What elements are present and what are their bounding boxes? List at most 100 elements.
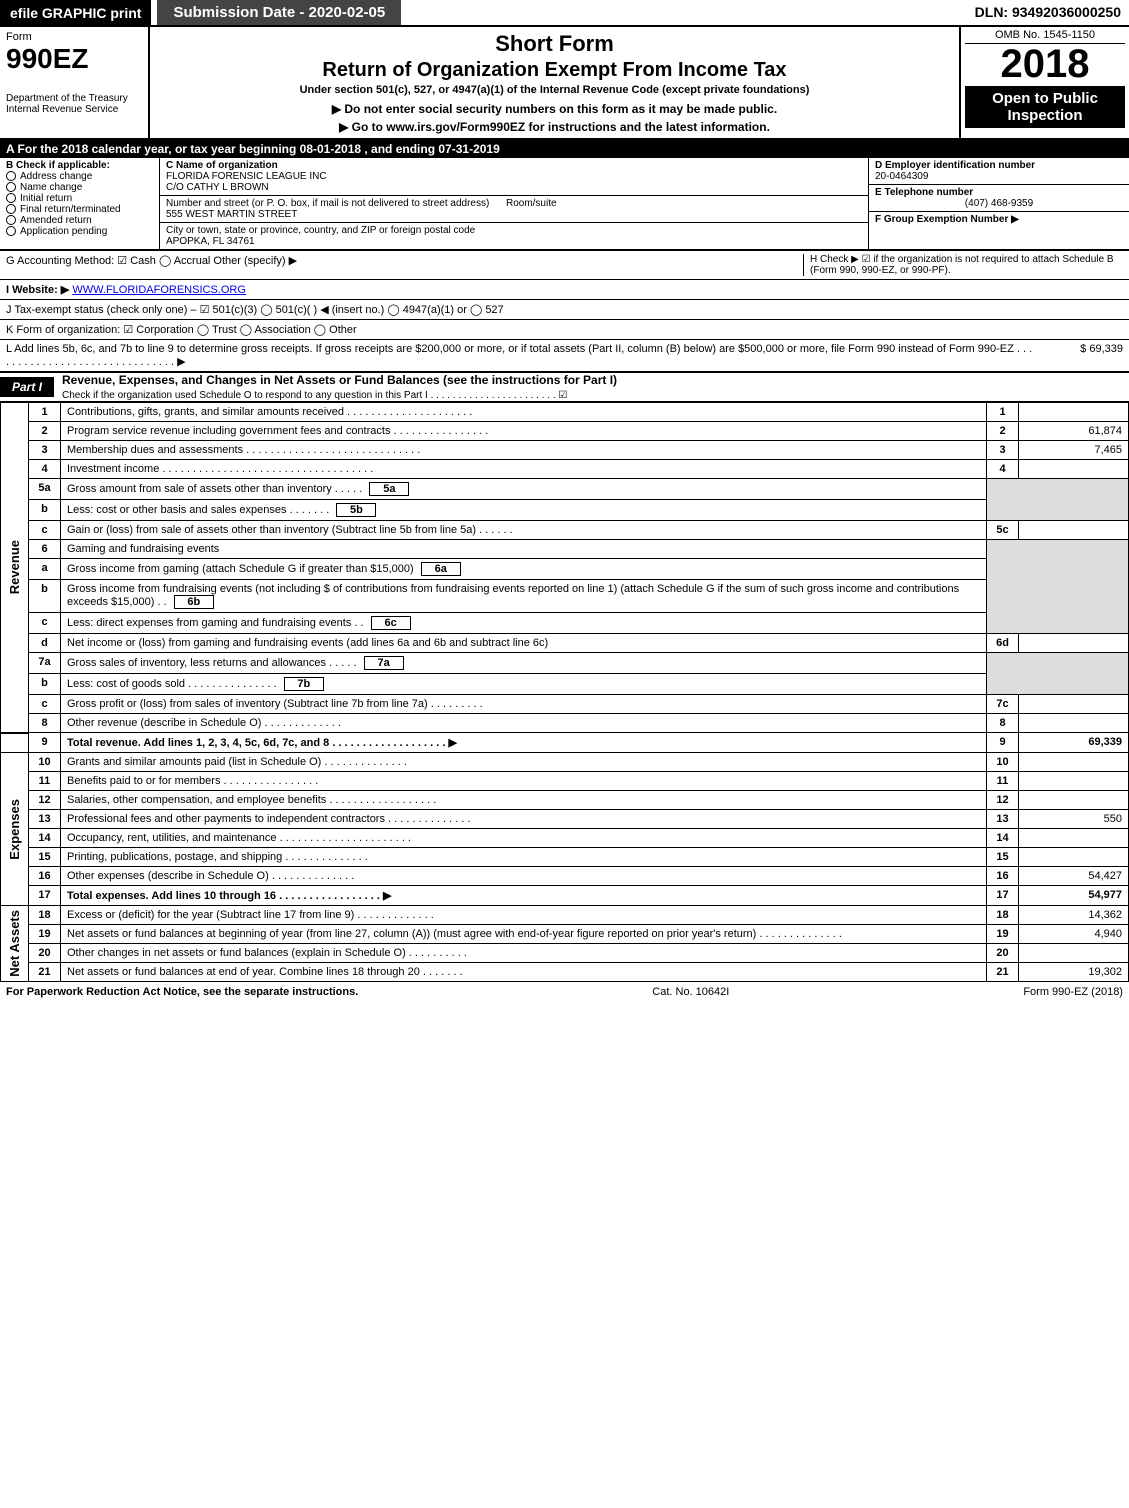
check-initial-return[interactable]: Initial return — [6, 193, 153, 204]
line-box: 11 — [987, 772, 1019, 791]
instructions-link[interactable]: ▶ Go to www.irs.gov/Form990EZ for instru… — [158, 120, 951, 134]
line-box: 9 — [987, 733, 1019, 753]
line-desc: Gross income from fundraising events (no… — [61, 580, 987, 613]
check-final-return[interactable]: Final return/terminated — [6, 204, 153, 215]
inner-box: 5b — [336, 503, 376, 517]
check-amended-return[interactable]: Amended return — [6, 215, 153, 226]
line-num: 10 — [29, 753, 61, 772]
form-header: Form 990EZ Department of the Treasury In… — [0, 27, 1129, 140]
line-desc: Gross profit or (loss) from sales of inv… — [61, 695, 987, 714]
box-def: D Employer identification number 20-0464… — [869, 158, 1129, 249]
line-desc: Occupancy, rent, utilities, and maintena… — [61, 829, 987, 848]
line-num: 6 — [29, 540, 61, 559]
line-num: 18 — [29, 906, 61, 925]
section-expenses: Expenses — [7, 799, 22, 860]
line-num: 17 — [29, 886, 61, 906]
website-link[interactable]: WWW.FLORIDAFORENSICS.ORG — [72, 284, 246, 296]
telephone: (407) 468-9359 — [875, 198, 1123, 209]
form-title: Return of Organization Exempt From Incom… — [158, 59, 951, 82]
line-box: 14 — [987, 829, 1019, 848]
line-num: c — [29, 613, 61, 634]
org-city: APOPKA, FL 34761 — [166, 236, 255, 247]
line-amt — [1019, 695, 1129, 714]
city-label: City or town, state or province, country… — [166, 225, 475, 236]
box-d-label: D Employer identification number — [875, 160, 1035, 171]
line-desc: Gross income from gaming (attach Schedul… — [61, 559, 987, 580]
line-amt: 61,874 — [1019, 422, 1129, 441]
efile-print[interactable]: efile GRAPHIC print — [0, 0, 151, 25]
line-amt — [1019, 714, 1129, 733]
line-desc: Gross amount from sale of assets other t… — [61, 479, 987, 500]
part1-label: Part I — [0, 377, 54, 397]
line-box: 13 — [987, 810, 1019, 829]
check-application-pending[interactable]: Application pending — [6, 226, 153, 237]
line-desc: Membership dues and assessments . . . . … — [61, 441, 987, 460]
box-b: B Check if applicable: Address change Na… — [0, 158, 160, 249]
line-num: 13 — [29, 810, 61, 829]
line-num: 4 — [29, 460, 61, 479]
org-street: 555 WEST MARTIN STREET — [166, 209, 297, 220]
line-desc: Professional fees and other payments to … — [61, 810, 987, 829]
open-inspection: Open to Public Inspection — [965, 86, 1125, 128]
check-address-change[interactable]: Address change — [6, 171, 153, 182]
line-num: 8 — [29, 714, 61, 733]
line-num: 12 — [29, 791, 61, 810]
line-amt — [1019, 791, 1129, 810]
gross-receipts: $ 69,339 — [1033, 343, 1123, 368]
schedule-b-check: H Check ▶ ☑ if the organization is not r… — [803, 254, 1123, 276]
short-form-label: Short Form — [158, 31, 951, 57]
line-amt — [1019, 772, 1129, 791]
line-num: 7a — [29, 653, 61, 674]
dept-treasury: Department of the Treasury — [6, 93, 142, 104]
line-box: 5c — [987, 521, 1019, 540]
line-desc: Grants and similar amounts paid (list in… — [61, 753, 987, 772]
line-amt: 54,977 — [1019, 886, 1129, 906]
line-amt — [1019, 829, 1129, 848]
page-footer: For Paperwork Reduction Act Notice, see … — [0, 982, 1129, 1002]
line-num: 1 — [29, 403, 61, 422]
footer-left: For Paperwork Reduction Act Notice, see … — [6, 986, 358, 998]
inner-box: 6b — [174, 595, 214, 609]
line-desc: Net assets or fund balances at beginning… — [61, 925, 987, 944]
line-box: 19 — [987, 925, 1019, 944]
line-amt: 54,427 — [1019, 867, 1129, 886]
line-box: 7c — [987, 695, 1019, 714]
line-desc: Other changes in net assets or fund bala… — [61, 944, 987, 963]
part1-check-line: Check if the organization used Schedule … — [62, 390, 567, 401]
section-netassets: Net Assets — [7, 910, 22, 977]
line-num: 15 — [29, 848, 61, 867]
form-word: Form — [6, 31, 142, 43]
footer-right: Form 990-EZ (2018) — [1023, 986, 1123, 998]
check-name-change[interactable]: Name change — [6, 182, 153, 193]
box-c: C Name of organization FLORIDA FORENSIC … — [160, 158, 869, 249]
tax-period: A For the 2018 calendar year, or tax yea… — [0, 140, 1129, 158]
line-num: a — [29, 559, 61, 580]
box-c-heading: C Name of organization — [166, 160, 278, 171]
org-name: FLORIDA FORENSIC LEAGUE INC — [166, 171, 327, 182]
line-num: c — [29, 695, 61, 714]
line-amt — [1019, 944, 1129, 963]
line-box: 17 — [987, 886, 1019, 906]
line-box: 12 — [987, 791, 1019, 810]
form-number: 990EZ — [6, 43, 142, 75]
line-num: 20 — [29, 944, 61, 963]
line-num: d — [29, 634, 61, 653]
line-amt: 19,302 — [1019, 963, 1129, 982]
website-label: I Website: ▶ — [6, 284, 69, 296]
line-desc: Other revenue (describe in Schedule O) .… — [61, 714, 987, 733]
inner-box: 6a — [421, 562, 461, 576]
box-e-label: E Telephone number — [875, 187, 973, 198]
form-year-block: OMB No. 1545-1150 2018 Open to Public In… — [959, 27, 1129, 138]
line-num: 16 — [29, 867, 61, 886]
line-num: 3 — [29, 441, 61, 460]
street-label: Number and street (or P. O. box, if mail… — [166, 198, 489, 209]
line-box: 20 — [987, 944, 1019, 963]
line-box: 1 — [987, 403, 1019, 422]
line-amt: 550 — [1019, 810, 1129, 829]
inner-box: 6c — [371, 616, 411, 630]
line-desc: Other expenses (describe in Schedule O) … — [61, 867, 987, 886]
inner-box: 7a — [364, 656, 404, 670]
line-num: 21 — [29, 963, 61, 982]
part1-title: Revenue, Expenses, and Changes in Net As… — [62, 373, 617, 387]
line-amt: 7,465 — [1019, 441, 1129, 460]
